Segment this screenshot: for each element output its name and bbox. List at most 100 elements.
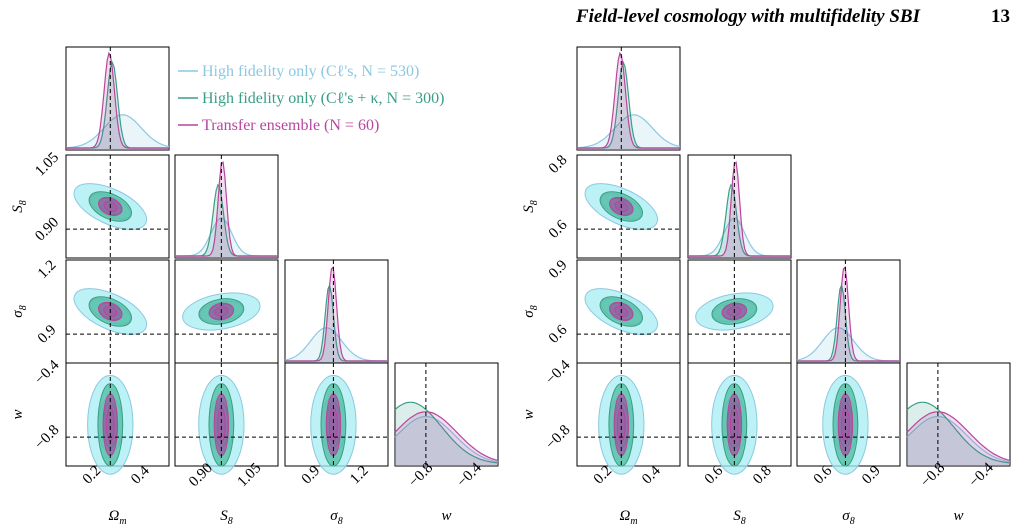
panel — [174, 259, 279, 364]
density-fill — [907, 416, 1010, 466]
panel — [65, 46, 170, 151]
panel — [65, 154, 170, 259]
density-curve — [577, 51, 680, 149]
x-axis-label: S8 — [733, 508, 746, 527]
y-tick-label: 1.2 — [35, 257, 60, 282]
density-fill — [907, 411, 1010, 466]
legend-label: High fidelity only (Cℓ's + κ, N = 300) — [202, 90, 444, 107]
density-curve — [394, 411, 499, 462]
y-tick-label: −0.4 — [543, 357, 574, 388]
x-tick-label: 0.8 — [750, 463, 775, 488]
x-axis-label-sub: 8 — [228, 516, 233, 527]
panel — [576, 46, 681, 151]
density-curve — [394, 401, 499, 464]
panel — [65, 362, 170, 475]
y-axis-label: w — [521, 409, 537, 419]
density-fill — [395, 402, 498, 466]
y-tick-label: 0.8 — [546, 152, 571, 177]
density-curve — [688, 161, 791, 257]
density-fill — [175, 184, 278, 258]
y-tick-label: −0.8 — [32, 422, 63, 453]
panel-frame — [687, 154, 792, 259]
panel — [906, 362, 1011, 467]
x-axis-label: Ωm — [619, 508, 637, 527]
density-curve — [66, 51, 169, 149]
panel-frame — [174, 154, 279, 259]
y-axis-label-sub: 8 — [18, 305, 29, 310]
y-axis-label-sub: 8 — [18, 200, 29, 205]
density-fill — [175, 162, 278, 258]
density-curve — [394, 415, 499, 463]
density-fill — [395, 411, 498, 466]
density-fill — [66, 53, 169, 151]
x-axis-label: w — [441, 508, 451, 524]
x-tick-label: 0.9 — [859, 463, 884, 488]
running-title: Field-level cosmology with multifidelity… — [575, 6, 921, 27]
y-axis-label: S8 — [521, 200, 540, 213]
panel — [284, 259, 389, 364]
panel — [796, 362, 901, 475]
legend-label: Transfer ensemble (N = 60) — [202, 117, 379, 134]
panel — [687, 154, 792, 259]
y-axis-label: w — [10, 409, 26, 419]
density-fill — [907, 402, 1010, 466]
panel — [174, 154, 279, 259]
legend-label: High fidelity only (Cℓ's, N = 530) — [202, 63, 419, 80]
y-tick-label: 1.05 — [32, 150, 62, 180]
density-fill — [66, 114, 169, 150]
x-axis-label-sub: m — [119, 516, 126, 527]
panel — [687, 259, 792, 364]
y-axis-label-sub: 8 — [529, 200, 540, 205]
x-axis-label-sub: 8 — [850, 516, 855, 527]
panel — [576, 154, 681, 259]
y-tick-label: 0.9 — [546, 257, 571, 282]
y-axis-label-sub: 8 — [529, 305, 540, 310]
x-axis-label-sub: 8 — [338, 516, 343, 527]
y-tick-label: −0.4 — [32, 357, 63, 388]
x-tick-label: 1.2 — [347, 463, 372, 488]
density-fill — [285, 267, 388, 363]
panel-frame — [394, 362, 499, 467]
y-axis-label: S8 — [10, 200, 29, 213]
panel — [687, 362, 792, 475]
y-axis-label: σ8 — [521, 305, 540, 317]
x-tick-label: 0.9 — [299, 463, 324, 488]
page-number: 13 — [991, 6, 1010, 27]
density-curve — [906, 411, 1011, 462]
density-fill — [577, 62, 680, 150]
y-axis-label: σ8 — [10, 305, 29, 317]
x-axis-label-sub: m — [630, 516, 637, 527]
panel — [576, 259, 681, 364]
x-axis-label: σ8 — [330, 508, 342, 527]
panel — [174, 362, 279, 475]
density-fill — [688, 162, 791, 258]
y-tick-label: 0.6 — [546, 217, 571, 242]
density-curve — [906, 401, 1011, 464]
x-axis-label: Ωm — [108, 508, 126, 527]
y-tick-label: 0.9 — [35, 322, 60, 347]
density-fill — [577, 114, 680, 150]
density-fill — [797, 267, 900, 363]
panel-frame — [906, 362, 1011, 467]
panel — [394, 362, 499, 467]
x-axis-label: σ8 — [842, 508, 854, 527]
x-axis-label: w — [953, 508, 963, 524]
density-curve — [175, 161, 278, 257]
density-curve — [797, 266, 900, 362]
density-fill — [577, 53, 680, 151]
x-axis-label-sub: 8 — [741, 516, 746, 527]
density-curve — [906, 415, 1011, 463]
density-fill — [688, 184, 791, 258]
density-fill — [66, 62, 169, 150]
panel — [284, 362, 389, 475]
panel — [576, 362, 681, 475]
density-curve — [285, 266, 388, 362]
x-axis-label: S8 — [220, 508, 233, 527]
panel — [65, 259, 170, 364]
density-fill — [395, 416, 498, 466]
y-tick-label: 0.6 — [546, 322, 571, 347]
y-tick-label: −0.8 — [543, 422, 574, 453]
y-tick-label: 0.90 — [32, 214, 62, 244]
panel — [796, 259, 901, 364]
